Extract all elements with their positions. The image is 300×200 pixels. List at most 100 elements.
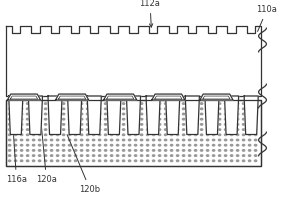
Circle shape xyxy=(32,155,35,156)
Circle shape xyxy=(110,150,113,151)
Circle shape xyxy=(248,129,251,130)
Circle shape xyxy=(146,139,149,141)
Circle shape xyxy=(194,150,197,151)
Circle shape xyxy=(50,160,53,162)
Circle shape xyxy=(224,129,227,130)
Circle shape xyxy=(32,139,35,141)
Circle shape xyxy=(254,134,257,136)
Circle shape xyxy=(50,129,53,130)
Circle shape xyxy=(32,160,35,162)
Circle shape xyxy=(230,155,233,156)
Circle shape xyxy=(80,103,83,104)
Circle shape xyxy=(128,113,131,115)
Polygon shape xyxy=(104,94,137,100)
Circle shape xyxy=(242,118,245,120)
Circle shape xyxy=(176,103,179,104)
Circle shape xyxy=(176,108,179,110)
Polygon shape xyxy=(87,96,101,134)
Circle shape xyxy=(32,129,35,130)
Text: 116a: 116a xyxy=(6,116,27,184)
Circle shape xyxy=(110,155,113,156)
Circle shape xyxy=(182,150,185,151)
Circle shape xyxy=(200,118,203,120)
Circle shape xyxy=(62,108,65,110)
Circle shape xyxy=(188,113,191,115)
Circle shape xyxy=(86,103,89,104)
Circle shape xyxy=(218,103,221,104)
Circle shape xyxy=(194,124,197,125)
Circle shape xyxy=(158,129,161,130)
Circle shape xyxy=(224,144,227,146)
Circle shape xyxy=(164,129,167,130)
Circle shape xyxy=(128,124,131,125)
Circle shape xyxy=(92,124,95,125)
Circle shape xyxy=(194,144,197,146)
Circle shape xyxy=(50,139,53,141)
Circle shape xyxy=(32,118,35,120)
Circle shape xyxy=(68,134,71,136)
Circle shape xyxy=(152,155,155,156)
Circle shape xyxy=(152,113,155,115)
Circle shape xyxy=(56,150,59,151)
Circle shape xyxy=(248,160,251,162)
Circle shape xyxy=(104,160,107,162)
Circle shape xyxy=(194,129,197,130)
Circle shape xyxy=(98,134,101,136)
Circle shape xyxy=(14,139,17,141)
Circle shape xyxy=(236,124,239,125)
Circle shape xyxy=(92,118,95,120)
Circle shape xyxy=(152,144,155,146)
Circle shape xyxy=(158,103,161,104)
Circle shape xyxy=(20,124,23,125)
Circle shape xyxy=(176,155,179,156)
Circle shape xyxy=(236,139,239,141)
Circle shape xyxy=(104,103,107,104)
Circle shape xyxy=(188,134,191,136)
Circle shape xyxy=(134,124,137,125)
Circle shape xyxy=(146,155,149,156)
Circle shape xyxy=(164,108,167,110)
Circle shape xyxy=(92,103,95,104)
Circle shape xyxy=(182,155,185,156)
Circle shape xyxy=(218,139,221,141)
Circle shape xyxy=(164,155,167,156)
Circle shape xyxy=(206,113,209,115)
Circle shape xyxy=(152,134,155,136)
Circle shape xyxy=(182,103,185,104)
Circle shape xyxy=(38,139,41,141)
Circle shape xyxy=(218,144,221,146)
Circle shape xyxy=(104,134,107,136)
Circle shape xyxy=(122,139,125,141)
Circle shape xyxy=(188,103,191,104)
Circle shape xyxy=(230,113,233,115)
Circle shape xyxy=(110,144,113,146)
Circle shape xyxy=(68,124,71,125)
Circle shape xyxy=(20,113,23,115)
Circle shape xyxy=(236,155,239,156)
Circle shape xyxy=(170,155,173,156)
Circle shape xyxy=(68,160,71,162)
Circle shape xyxy=(86,150,89,151)
Circle shape xyxy=(212,118,215,120)
Circle shape xyxy=(194,103,197,104)
Circle shape xyxy=(236,160,239,162)
Circle shape xyxy=(248,139,251,141)
Circle shape xyxy=(56,134,59,136)
Circle shape xyxy=(140,124,143,125)
Circle shape xyxy=(236,150,239,151)
Circle shape xyxy=(254,118,257,120)
Circle shape xyxy=(38,160,41,162)
Circle shape xyxy=(122,124,125,125)
Circle shape xyxy=(92,150,95,151)
Circle shape xyxy=(164,150,167,151)
Circle shape xyxy=(212,134,215,136)
Circle shape xyxy=(50,134,53,136)
Circle shape xyxy=(140,160,143,162)
Circle shape xyxy=(50,103,53,104)
Circle shape xyxy=(212,150,215,151)
Circle shape xyxy=(188,124,191,125)
Circle shape xyxy=(110,124,113,125)
Circle shape xyxy=(80,134,83,136)
Circle shape xyxy=(8,108,11,110)
Circle shape xyxy=(104,124,107,125)
